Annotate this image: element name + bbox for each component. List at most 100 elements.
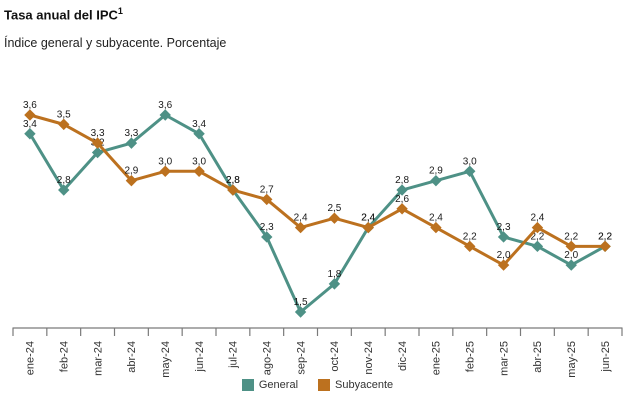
data-point-label: 3,6	[23, 100, 37, 111]
data-point-label: 2,9	[429, 166, 443, 177]
x-axis-tick-label: may-25	[566, 341, 578, 378]
series-line-subyacente	[28, 113, 607, 267]
data-point-label: 2,5	[327, 203, 341, 214]
data-point-marker	[58, 118, 70, 131]
data-point-marker	[497, 259, 510, 271]
data-point-label: 1,8	[327, 269, 341, 280]
legend-item-general[interactable]: General	[241, 379, 299, 391]
data-point-label: 3,0	[463, 156, 477, 167]
data-point-marker	[497, 231, 510, 243]
data-point-label: 2,4	[429, 213, 443, 224]
data-point-marker	[328, 212, 341, 224]
x-axis-tick-label: mar-25	[498, 341, 510, 376]
data-point-label: 2,2	[598, 231, 612, 242]
data-point-marker	[125, 137, 138, 149]
data-point-label: 3,4	[192, 119, 206, 130]
data-point-label: 2,3	[260, 222, 274, 233]
data-point-label: 2,0	[497, 250, 511, 261]
data-point-marker	[193, 128, 205, 140]
x-axis-tick-label: nov-24	[363, 341, 375, 375]
footnote-marker: 1	[117, 6, 123, 16]
chart-legend: General Subyacente	[0, 379, 635, 391]
x-axis-tick-label: sep-24	[295, 341, 307, 375]
chart-subtitle: Índice general y subyacente. Porcentaje	[4, 36, 227, 50]
data-point-marker	[227, 184, 239, 196]
x-axis-tick-label: abr-24	[126, 341, 138, 373]
data-point-marker	[125, 174, 138, 187]
chart-title: Tasa anual del IPC1	[4, 6, 123, 22]
data-point-marker	[328, 278, 341, 290]
data-point-label: 3,0	[192, 156, 206, 167]
data-point-marker	[464, 165, 476, 177]
data-point-marker	[362, 221, 374, 234]
data-point-marker	[599, 240, 611, 253]
legend-label: Subyacente	[335, 379, 394, 391]
data-point-marker	[91, 146, 104, 159]
data-point-marker	[565, 240, 577, 253]
x-axis-tick-label: abr-25	[532, 341, 544, 373]
legend-swatch-icon	[241, 379, 254, 391]
legend-item-subyacente[interactable]: Subyacente	[318, 379, 393, 391]
data-point-marker	[58, 184, 70, 196]
x-axis-tick-label: jun-25	[600, 341, 612, 373]
data-point-label: 2,8	[57, 175, 71, 186]
data-point-marker	[531, 221, 544, 234]
x-axis-tick-label: ago-24	[261, 341, 273, 375]
x-axis-tick-label: jul-24	[228, 341, 240, 369]
data-point-label: 3,3	[124, 128, 138, 139]
data-point-label: 3,3	[91, 128, 105, 139]
data-point-marker	[430, 221, 442, 234]
data-point-label: 2,8	[395, 175, 409, 186]
x-axis-tick-label: ene-25	[431, 341, 443, 375]
x-axis-tick-label: dic-24	[397, 341, 409, 371]
data-point-marker	[430, 174, 442, 187]
line-chart: ene-24 feb-24 mar-24 abr-24 may-24 jun-24 jul-…	[12, 100, 623, 378]
data-point-label: 2,7	[260, 184, 274, 195]
data-point-label: 2,2	[530, 231, 544, 242]
data-point-label: 2,4	[530, 213, 544, 224]
x-axis-tick-label: mar-24	[92, 341, 104, 376]
data-point-marker	[531, 240, 544, 253]
data-point-marker	[565, 259, 577, 271]
data-point-label: 2,2	[463, 231, 477, 242]
data-point-marker	[24, 128, 36, 140]
data-point-label: 2,0	[564, 250, 578, 261]
chart-title-text: Tasa anual del IPC	[4, 7, 118, 23]
data-point-marker	[193, 165, 205, 177]
data-point-marker	[24, 109, 36, 121]
x-axis-tick-label: feb-24	[58, 341, 70, 372]
data-point-label: 2,4	[361, 213, 375, 224]
data-point-label: 2,3	[497, 222, 511, 233]
data-point-label: 1,5	[294, 297, 308, 308]
data-point-label: 3,0	[158, 156, 172, 167]
data-point-marker	[159, 109, 171, 121]
x-axis-tick-label: jun-24	[194, 341, 206, 373]
x-axis-tick-label: may-24	[160, 341, 172, 378]
data-point-label: 2,9	[124, 166, 138, 177]
data-point-label: 2,8	[226, 175, 240, 186]
data-point-label: 2,2	[564, 231, 578, 242]
data-point-label: 2,4	[361, 213, 375, 224]
data-point-marker	[396, 203, 408, 215]
data-point-marker	[294, 221, 307, 234]
data-point-marker	[464, 240, 476, 253]
series-line-general	[28, 113, 607, 314]
data-point-marker	[261, 231, 273, 243]
data-point-marker	[396, 184, 408, 196]
data-point-marker	[261, 193, 273, 206]
data-point-marker	[91, 137, 104, 149]
x-axis-tick-label: feb-25	[464, 341, 476, 372]
data-point-label: 3,4	[23, 119, 37, 130]
data-point-label: 2,4	[294, 213, 308, 224]
x-axis-tick-label: oct-24	[329, 341, 341, 372]
data-point-marker	[159, 165, 171, 177]
legend-swatch-icon	[318, 379, 331, 391]
data-point-label: 2,2	[598, 231, 612, 242]
data-point-label: 3,6	[158, 100, 172, 111]
x-axis-tick-label: ene-24	[25, 341, 37, 375]
legend-label: General	[258, 379, 299, 391]
data-point-label: 2,8	[226, 175, 240, 186]
data-point-label: 2,6	[395, 194, 409, 205]
data-point-marker	[294, 306, 307, 318]
